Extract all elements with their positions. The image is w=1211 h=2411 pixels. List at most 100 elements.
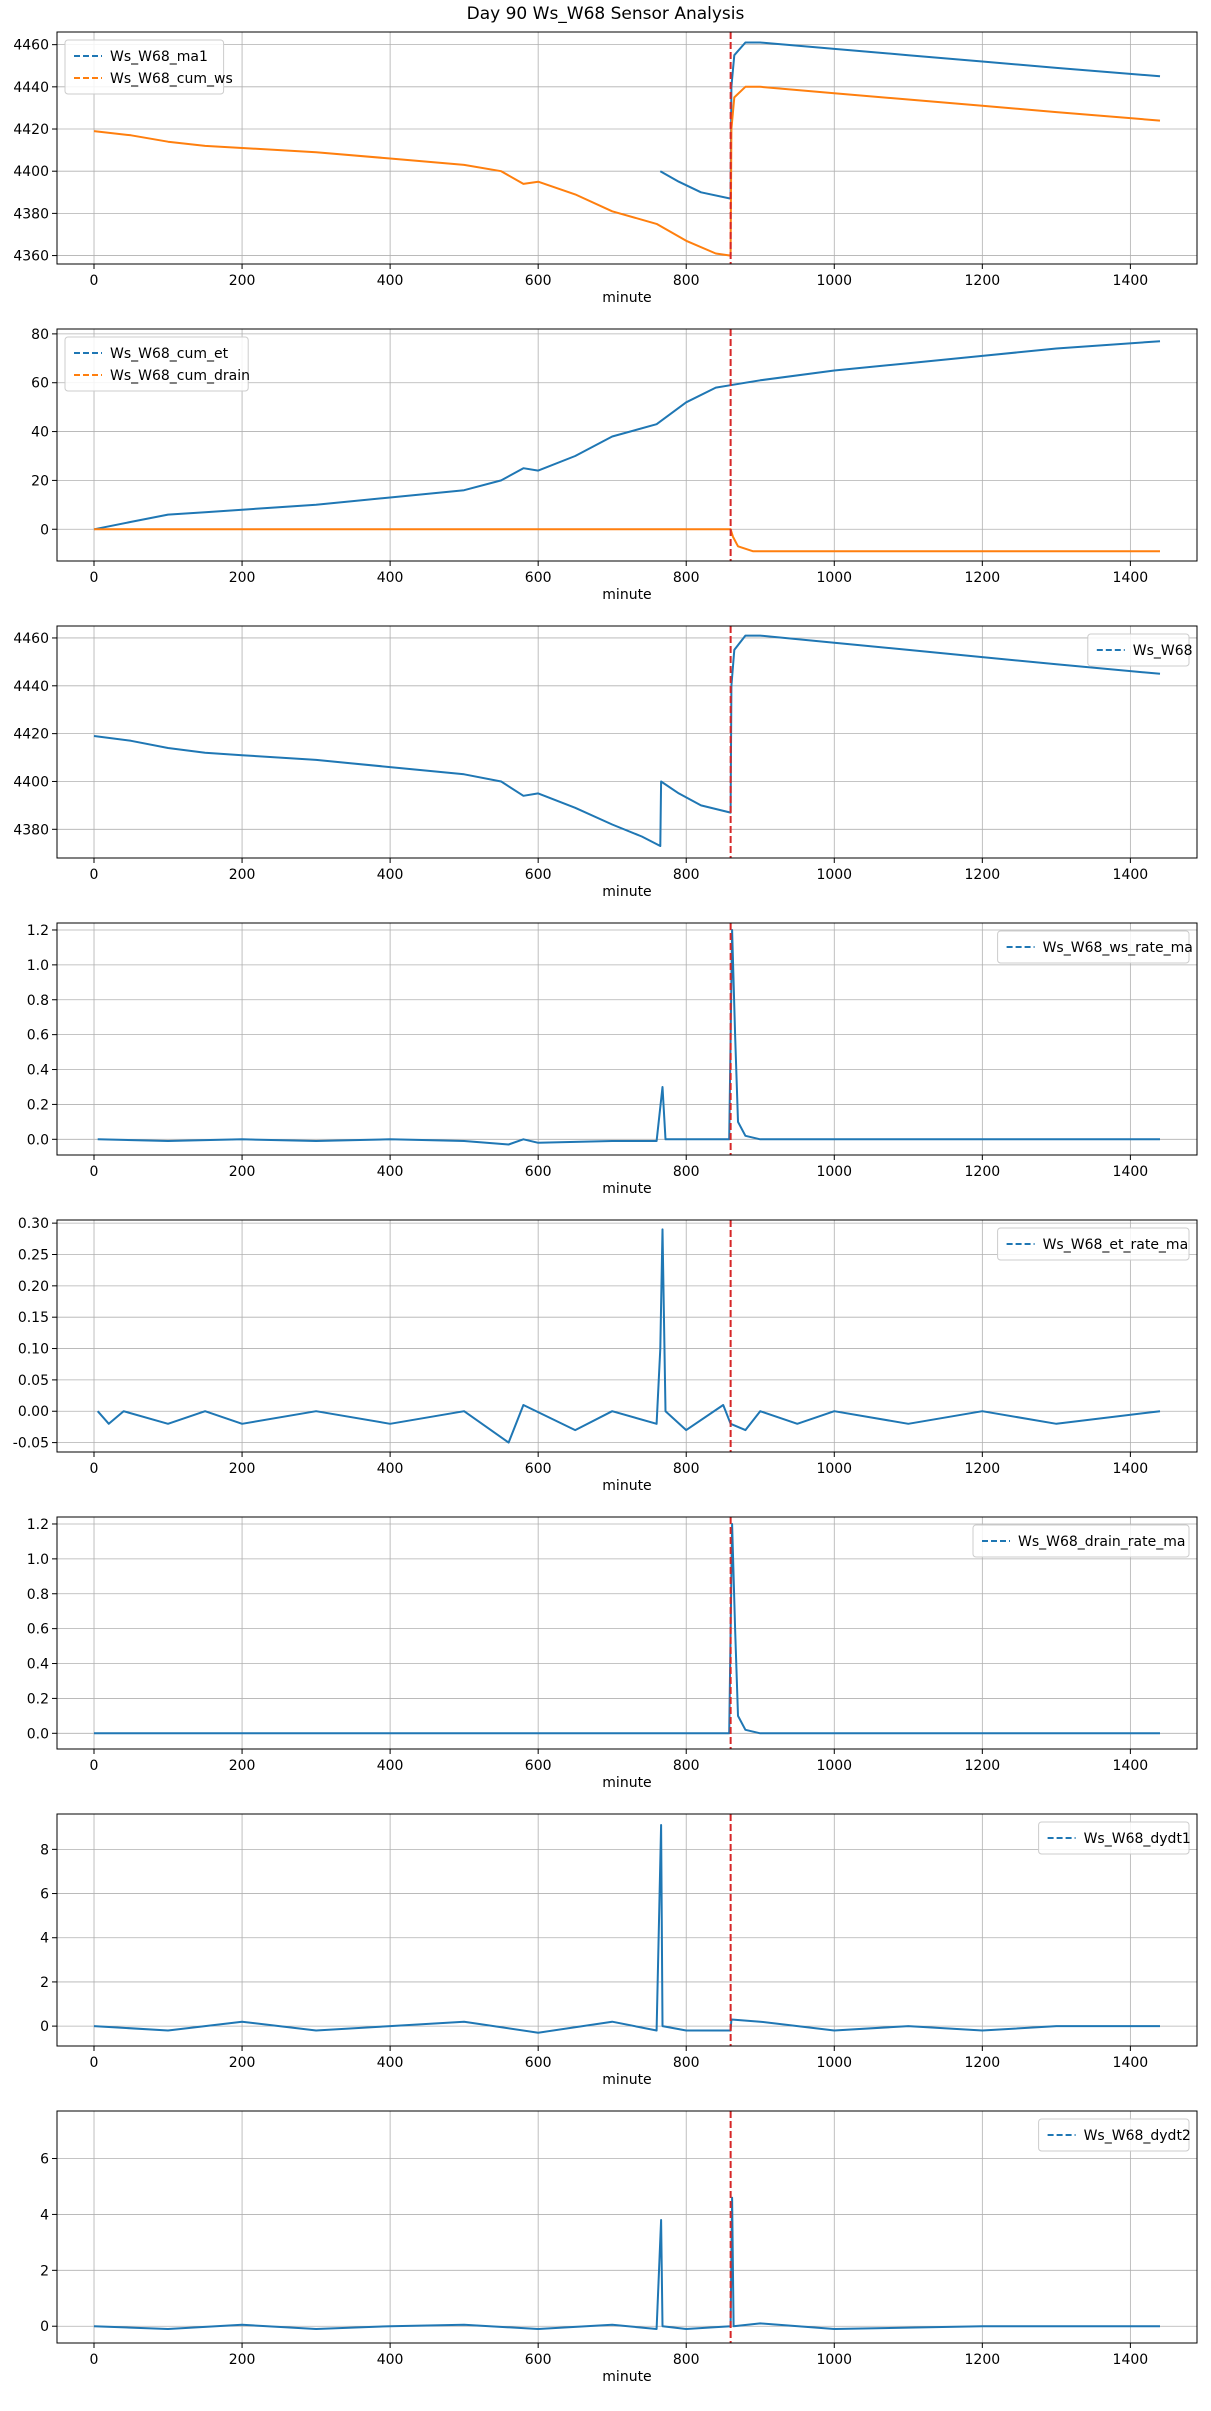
legend-label: Ws_W68_cum_ws <box>110 71 233 87</box>
y-tick-label: 4420 <box>13 727 49 743</box>
y-tick-label: 1.0 <box>27 958 49 974</box>
x-tick-label: 200 <box>229 1461 256 1477</box>
y-tick-label: 4440 <box>13 679 49 695</box>
x-tick-label: 0 <box>90 2352 99 2368</box>
x-tick-label: 400 <box>377 273 404 289</box>
x-tick-label: 800 <box>673 2352 700 2368</box>
y-tick-label: 0 <box>40 2319 49 2335</box>
y-tick-label: 0.2 <box>27 1691 49 1707</box>
x-tick-label: 200 <box>229 867 256 883</box>
y-tick-label: 0.25 <box>18 1247 49 1263</box>
x-tick-label: 1000 <box>816 867 852 883</box>
x-tick-label: 1200 <box>965 570 1001 586</box>
x-tick-label: 1400 <box>1113 2352 1149 2368</box>
legend-box <box>64 39 225 95</box>
legend-label: Ws_W68_et_rate_ma <box>1043 1237 1189 1253</box>
y-tick-label: -0.05 <box>13 1436 49 1452</box>
x-tick-label: 200 <box>229 2055 256 2071</box>
plot-frame <box>56 922 1198 1156</box>
x-tick-label: 1400 <box>1113 1164 1149 1180</box>
x-tick-label: 0 <box>90 273 99 289</box>
x-tick-label: 400 <box>377 2055 404 2071</box>
x-tick-label: 400 <box>377 1164 404 1180</box>
legend-box <box>1038 1821 1190 1855</box>
x-tick-label: 200 <box>229 1164 256 1180</box>
x-tick-label: 1000 <box>816 273 852 289</box>
y-tick-label: 4360 <box>13 249 49 265</box>
x-axis-label: minute <box>602 1775 651 1791</box>
y-tick-label: 4460 <box>13 38 49 54</box>
legend-label: Ws_W68_cum_drain <box>110 368 250 384</box>
y-tick-label: 0.30 <box>18 1216 49 1232</box>
x-tick-label: 1000 <box>816 1461 852 1477</box>
legend-box <box>972 1524 1190 1558</box>
y-tick-label: 0.15 <box>18 1310 49 1326</box>
y-tick-label: 0.2 <box>27 1097 49 1113</box>
legend-box <box>64 336 249 392</box>
x-tick-label: 1000 <box>816 1164 852 1180</box>
y-tick-label: 0.4 <box>27 1657 49 1673</box>
y-tick-label: 2 <box>40 2263 49 2279</box>
figure-title: Day 90 Ws_W68 Sensor Analysis <box>466 4 745 24</box>
x-tick-label: 800 <box>673 1461 700 1477</box>
series-line-1 <box>96 1228 1161 1444</box>
x-tick-label: 1200 <box>965 273 1001 289</box>
x-tick-label: 1000 <box>816 2352 852 2368</box>
x-axis-label: minute <box>602 2369 651 2385</box>
x-tick-label: 400 <box>377 570 404 586</box>
plot-frame <box>56 31 1198 265</box>
y-tick-label: 1.2 <box>27 1517 49 1533</box>
y-tick-label: 4 <box>40 2207 49 2223</box>
x-tick-label: 200 <box>229 570 256 586</box>
x-axis-label: minute <box>602 1478 651 1494</box>
plot-frame <box>56 328 1198 562</box>
y-tick-label: 0.8 <box>27 993 49 1009</box>
panel-8: 0 200 400 600 800 1000 1200 1400 0 2 4 6 minute Ws_W6… <box>40 2110 1198 2385</box>
x-tick-label: 1400 <box>1113 867 1149 883</box>
x-tick-label: 1400 <box>1113 1461 1149 1477</box>
x-tick-label: 1400 <box>1113 2055 1149 2071</box>
x-tick-label: 0 <box>90 1758 99 1774</box>
y-tick-label: 0.8 <box>27 1587 49 1603</box>
x-tick-label: 600 <box>525 2352 552 2368</box>
x-tick-label: 1000 <box>816 570 852 586</box>
legend-label: Ws_W68_ws_rate_ma <box>1043 940 1193 956</box>
x-tick-label: 600 <box>525 1164 552 1180</box>
y-tick-label: 4 <box>40 1931 49 1947</box>
y-tick-label: 8 <box>40 1842 49 1858</box>
plot-frame <box>56 625 1198 859</box>
y-tick-label: 6 <box>40 2152 49 2168</box>
y-tick-label: 0.10 <box>18 1342 49 1358</box>
legend-label: Ws_W68_cum_et <box>110 346 229 362</box>
x-tick-label: 1400 <box>1113 1758 1149 1774</box>
y-tick-label: 4440 <box>13 80 49 96</box>
series-line-1 <box>93 1824 1160 2034</box>
x-tick-label: 1400 <box>1113 273 1149 289</box>
y-tick-label: 0.0 <box>27 1726 49 1742</box>
x-axis-label: minute <box>602 1181 651 1197</box>
legend-label: Ws_W68_ma1 <box>110 49 208 65</box>
x-tick-label: 600 <box>525 273 552 289</box>
x-tick-label: 1000 <box>816 1758 852 1774</box>
x-tick-label: 600 <box>525 570 552 586</box>
x-tick-label: 200 <box>229 273 256 289</box>
x-tick-label: 800 <box>673 273 700 289</box>
x-tick-label: 0 <box>90 2055 99 2071</box>
legend-label: Ws_W68_dydt2 <box>1084 2128 1191 2144</box>
x-tick-label: 1200 <box>965 2352 1001 2368</box>
x-axis-label: minute <box>602 290 651 306</box>
plot-frame <box>56 2110 1198 2344</box>
y-tick-label: 4400 <box>13 774 49 790</box>
panel-1: 0 200 400 600 800 1000 1200 1400 4360 4380 4400 442… <box>13 31 1198 306</box>
legend-label: Ws_W68_drain_rate_ma <box>1018 1534 1185 1550</box>
x-tick-label: 200 <box>229 2352 256 2368</box>
x-tick-label: 400 <box>377 1461 404 1477</box>
y-tick-label: 0.00 <box>18 1404 49 1420</box>
x-tick-label: 800 <box>673 867 700 883</box>
x-tick-label: 1000 <box>816 2055 852 2071</box>
x-tick-label: 800 <box>673 570 700 586</box>
y-tick-label: 20 <box>31 473 49 489</box>
series-line-2 <box>93 85 1161 257</box>
panel-5: 0 200 400 600 800 1000 1200 1400 -0.05 0.00 0.05 0.… <box>13 1216 1198 1494</box>
legend-label: Ws_W68 <box>1133 643 1193 659</box>
